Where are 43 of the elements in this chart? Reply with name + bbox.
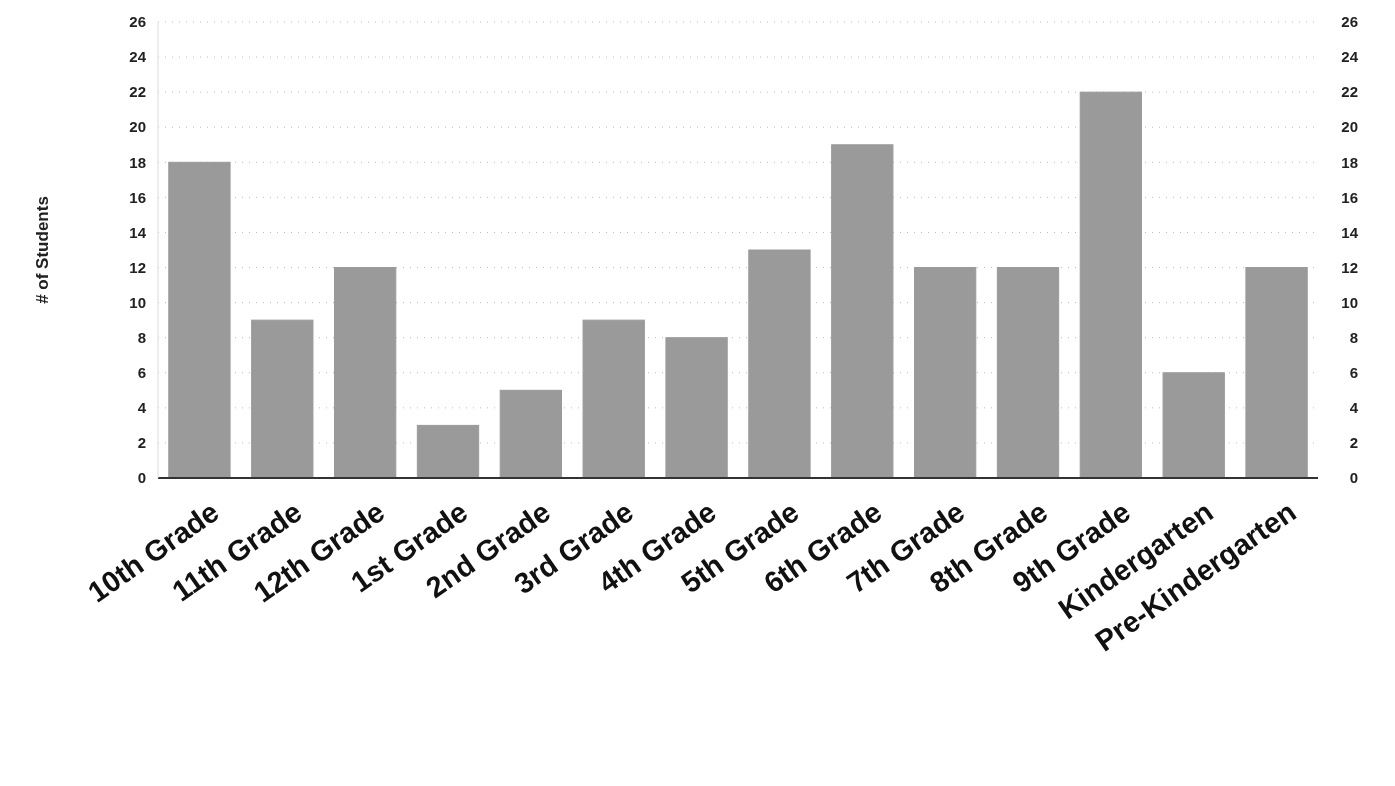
y-tick-label: 12 [129,258,146,276]
y-tick-label: 2 [137,434,146,452]
bar [996,267,1060,479]
bar [1079,91,1143,479]
bar [1162,372,1225,479]
y2-tick-label: 14 [1341,223,1359,241]
bar [748,249,811,479]
bar [416,424,480,479]
y-tick-label: 16 [129,188,146,206]
y-tick-label: 22 [129,83,146,101]
y-tick-label: 26 [129,13,146,31]
y-tick-label: 0 [137,469,146,487]
bar [582,319,645,479]
y2-tick-label: 6 [1349,364,1358,382]
y2-tick-label: 10 [1341,293,1358,311]
y2-tick-label: 0 [1349,469,1358,487]
bar [913,267,977,479]
y2-tick-label: 18 [1341,153,1358,171]
y-tick-label: 18 [129,153,146,171]
y2-tick-label: 16 [1341,188,1358,206]
bar [1245,267,1308,479]
y2-tick-label: 8 [1349,328,1358,346]
y-tick-label: 20 [129,118,146,136]
y-tick-label: 4 [137,399,147,417]
y-axis-title: # of Students [33,196,52,304]
bar [665,337,728,479]
y2-tick-label: 2 [1349,434,1358,452]
bar [333,267,397,479]
y-tick-label: 6 [137,364,146,382]
y2-tick-label: 22 [1341,83,1358,101]
bar [168,161,231,479]
y-tick-label: 8 [137,328,146,346]
y-tick-label: 10 [129,293,146,311]
y2-tick-label: 12 [1341,258,1358,276]
bar [251,319,314,479]
y2-tick-label: 4 [1349,399,1359,417]
y2-tick-label: 20 [1341,118,1358,136]
bar [831,144,894,479]
y-tick-label: 14 [129,223,147,241]
bar [499,389,563,479]
y-tick-label: 24 [129,48,147,66]
y2-tick-label: 24 [1341,48,1359,66]
y2-tick-label: 26 [1341,13,1358,31]
